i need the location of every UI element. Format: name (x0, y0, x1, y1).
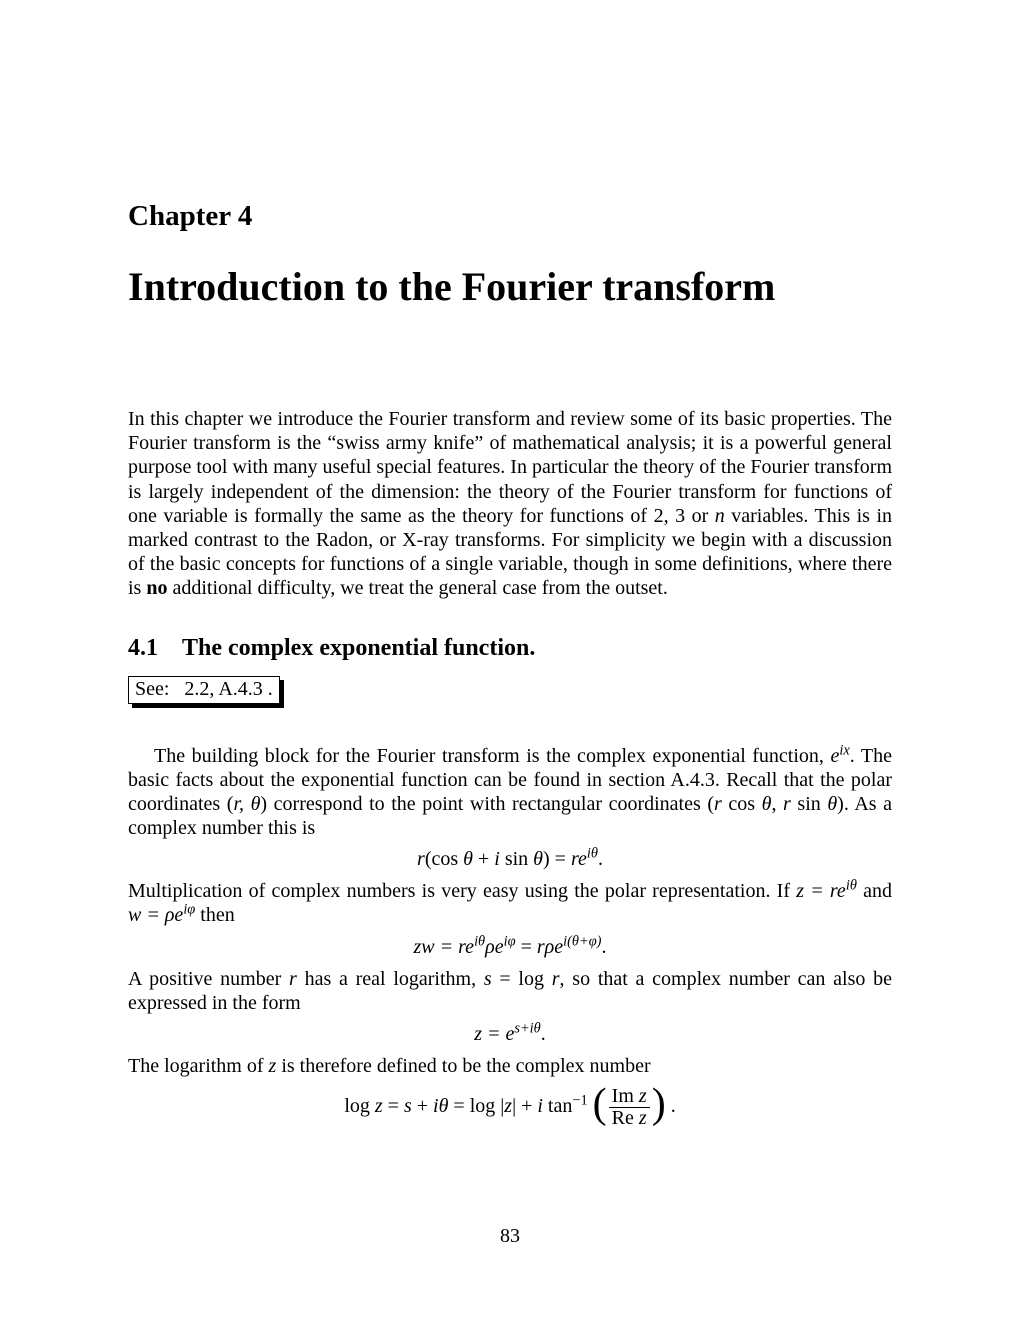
see-box-text: See: 2.2, A.4.3 . (128, 676, 280, 704)
p2-text-a: Multiplication of complex numbers is ver… (128, 880, 796, 902)
equation-3: z = es+iθ. (128, 1023, 892, 1046)
p3-text-b: has a real logarithm, (297, 968, 484, 990)
section-number: 4.1 (128, 635, 158, 662)
var-n: n (715, 505, 725, 527)
chapter-title: Introduction to the Fourier transform (128, 263, 892, 311)
p2-text-c: then (195, 904, 234, 926)
math-w-eq: w = ρeiφ (128, 904, 195, 926)
math-eix: eix (830, 745, 849, 767)
body-paragraph-3: A positive number r has a real logarithm… (128, 967, 892, 1015)
intro-bold-no: no (146, 577, 167, 599)
equation-2: zw = reiθρeiφ = rρei(θ+φ). (128, 936, 892, 959)
math-z-eq: z = reiθ (796, 880, 857, 902)
math-s-eq: s = log r (484, 968, 560, 990)
chapter-label: Chapter 4 (128, 200, 892, 233)
section-title: The complex exponential function. (182, 635, 535, 661)
equation-4: log z = s + iθ = log |z| + i tan−1 (Im z… (128, 1086, 892, 1129)
see-reference-box: See: 2.2, A.4.3 . (128, 676, 280, 704)
body-paragraph-2: Multiplication of complex numbers is ver… (128, 879, 892, 927)
p4-text-a: The logarithm of (128, 1055, 269, 1077)
p3-text-a: A positive number (128, 968, 289, 990)
p4-text-b: is therefore defined to be the complex n… (276, 1055, 650, 1077)
math-rcos-rsin: (r cos θ, r sin θ) (707, 793, 844, 815)
body-paragraph-4: The logarithm of z is therefore defined … (128, 1054, 892, 1078)
page-number: 83 (0, 1225, 1020, 1248)
intro-paragraph: In this chapter we introduce the Fourier… (128, 407, 892, 601)
var-r: r (289, 968, 297, 990)
intro-text-c: additional difficulty, we treat the gene… (167, 577, 667, 599)
p2-text-b: and (857, 880, 892, 902)
equation-1: r(cos θ + i sin θ) = reiθ. (128, 848, 892, 871)
body-paragraph-1: The building block for the Fourier trans… (128, 744, 892, 841)
section-heading: 4.1 The complex exponential function. (128, 635, 892, 662)
p1-text-a: The building block for the Fourier trans… (154, 745, 830, 767)
math-rtheta: (r, θ) (227, 793, 267, 815)
p1-text-c: correspond to the point with rectangular… (267, 793, 707, 815)
